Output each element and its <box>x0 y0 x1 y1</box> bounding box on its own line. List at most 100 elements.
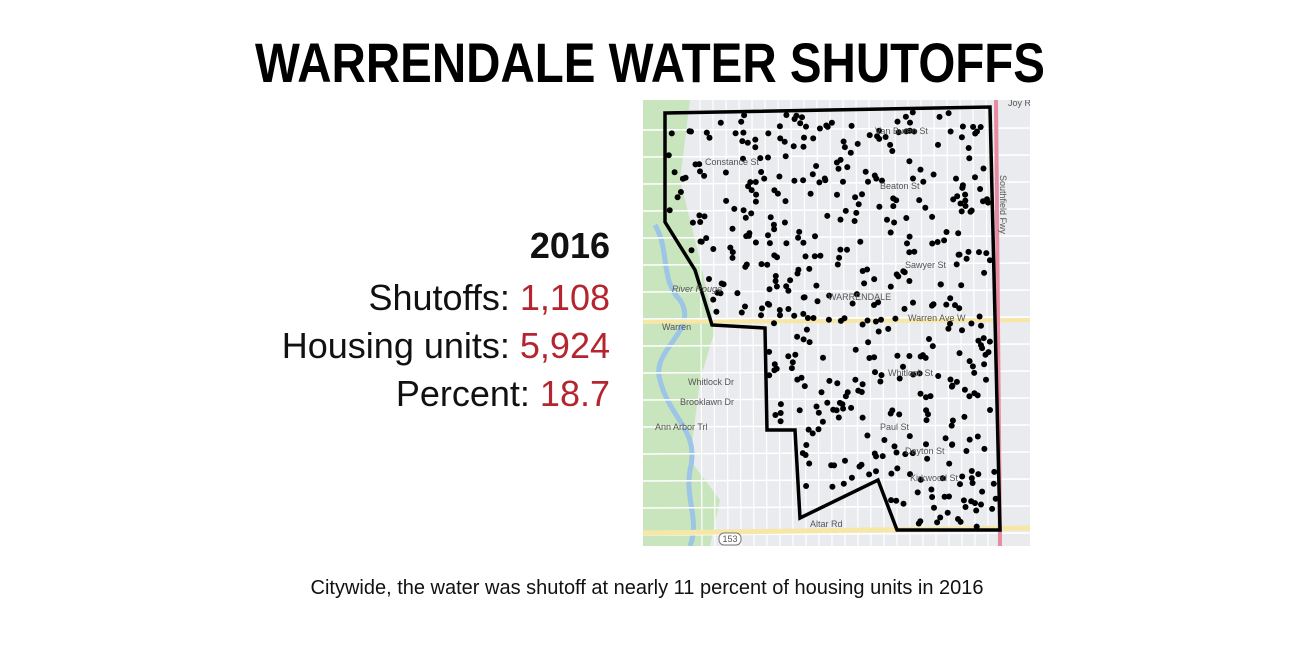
shutoff-dot <box>703 235 710 242</box>
shutoff-dot <box>777 401 784 408</box>
shutoff-dot <box>892 315 899 322</box>
street <box>842 100 846 546</box>
shutoff-dot <box>772 412 779 418</box>
map-label: Whitlock Dr <box>688 377 734 387</box>
shutoff-dot <box>930 301 937 308</box>
shutoff-dot <box>975 337 982 344</box>
shutoff-dot <box>776 173 783 180</box>
shutoff-dot <box>871 172 878 179</box>
shutoff-dot <box>748 187 755 194</box>
shutoff-dot <box>839 401 846 408</box>
shutoff-dot <box>766 372 773 379</box>
shutoff-dot <box>802 253 809 260</box>
shutoff-dot <box>906 127 913 134</box>
shutoff-dot <box>799 114 805 121</box>
shutoff-dot <box>840 178 846 185</box>
shutoff-dot <box>842 207 849 214</box>
shutoff-dot <box>893 449 900 456</box>
shutoff-dot <box>801 383 808 390</box>
shutoff-dot <box>876 203 883 210</box>
shutoff-dot <box>666 207 673 214</box>
map-label: Warren Ave W <box>908 313 966 323</box>
shutoff-dot <box>946 460 953 467</box>
shutoff-dot <box>849 300 856 307</box>
shutoff-dot <box>706 276 712 282</box>
shutoff-dot <box>826 377 833 384</box>
shutoff-dot <box>935 373 942 379</box>
shutoff-dot <box>800 239 807 246</box>
shutoff-dot <box>796 407 803 414</box>
shutoff-dot <box>864 317 871 324</box>
shutoff-dot <box>968 498 975 505</box>
shutoff-dot <box>816 125 823 132</box>
shutoff-dot <box>879 177 885 184</box>
shutoff-dot <box>972 174 978 181</box>
street <box>868 100 872 546</box>
shutoff-dot <box>902 113 909 120</box>
shutoff-dot <box>923 441 929 448</box>
shutoff-dot <box>906 433 913 440</box>
shutoff-dot <box>741 112 748 119</box>
shutoff-dot <box>794 376 801 383</box>
shutoff-dot <box>796 228 803 235</box>
shutoff-dot <box>934 239 941 245</box>
shutoff-dot <box>922 204 929 211</box>
shutoff-dot <box>740 155 746 162</box>
shutoff-dot <box>978 322 984 329</box>
map: Joy Rd Van Buren St Constance St Beaton … <box>643 100 1030 546</box>
shutoff-dot <box>752 179 759 185</box>
shutoff-dot <box>871 276 878 283</box>
shutoff-dot <box>809 430 816 437</box>
shutoff-dot <box>981 445 988 452</box>
shutoff-dot <box>758 261 765 268</box>
shutoff-dot <box>818 389 825 396</box>
shutoff-dot <box>835 414 842 421</box>
map-label: Ann Arbor Trl <box>655 422 708 432</box>
shutoff-dot <box>968 468 975 474</box>
shutoff-dot <box>923 394 929 401</box>
shutoff-dot <box>851 218 858 224</box>
shutoff-dot <box>703 129 710 136</box>
shutoff-dot <box>945 110 952 117</box>
shutoff-dot <box>747 179 754 186</box>
shutoff-dot <box>771 187 778 194</box>
shutoff-dot <box>953 378 960 385</box>
shutoff-dot <box>871 354 878 361</box>
shutoff-dot <box>974 392 981 399</box>
shutoff-dot <box>856 463 863 470</box>
shutoff-dot <box>765 232 771 239</box>
shutoff-dot <box>765 130 772 137</box>
shutoff-dots <box>665 109 999 530</box>
shutoff-dot <box>965 248 972 255</box>
shutoff-dot <box>962 203 969 209</box>
shutoff-dot <box>739 138 746 145</box>
shutoff-dot <box>770 221 777 228</box>
shutoff-dot <box>742 303 748 310</box>
shutoff-dot <box>956 305 963 312</box>
shutoff-dot <box>906 353 913 359</box>
shutoff-dot <box>866 471 873 478</box>
shutoff-dot <box>688 247 695 254</box>
shutoff-dot <box>697 219 704 225</box>
shutoff-dot <box>927 393 934 400</box>
caption: Citywide, the water was shutoff at nearl… <box>311 577 984 599</box>
shutoff-dot <box>941 493 948 500</box>
shutoff-dot <box>788 365 795 372</box>
shutoff-dot <box>881 437 888 443</box>
shutoff-dot <box>929 343 936 350</box>
shutoff-dot <box>771 361 778 368</box>
shutoff-dot <box>790 143 797 150</box>
shutoff-dot <box>848 404 855 411</box>
map-label: Sawyer St <box>905 260 947 270</box>
shutoff-dot <box>906 249 913 256</box>
shutoff-dot <box>830 406 837 413</box>
shutoff-dot <box>828 119 835 126</box>
shutoff-dot <box>963 255 970 262</box>
shutoff-dot <box>688 128 694 135</box>
shutoff-dot <box>917 390 924 397</box>
map-label: Whitlock St <box>888 368 934 378</box>
shutoff-dot <box>842 457 848 464</box>
street <box>643 127 1030 131</box>
shutoff-dot <box>950 196 957 203</box>
shutoff-dot <box>727 244 734 251</box>
